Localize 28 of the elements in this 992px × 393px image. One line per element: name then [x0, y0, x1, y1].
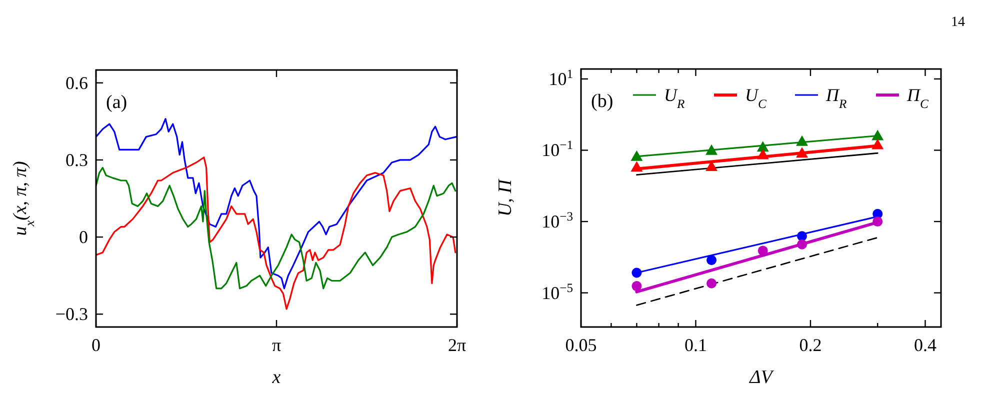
y-axis-title: U, Π — [495, 178, 516, 216]
line-series — [96, 166, 456, 290]
x-tick-label: 2π — [448, 335, 466, 355]
y-tick-label: −0.3 — [55, 304, 88, 324]
text: 14 — [951, 15, 965, 30]
legend-label: Π$_{C}$ — [906, 85, 929, 111]
y-tick-label: 10$^{−5}$ — [542, 280, 573, 303]
y-tick-label: 0 — [79, 227, 88, 248]
y-tick-label: 10$^{1}$ — [548, 66, 573, 89]
x-tick-label: 0.4 — [914, 335, 936, 355]
y-tick-label: 0.3 — [66, 150, 88, 170]
y-tick-label: 10$^{−3}$ — [542, 210, 573, 232]
x-tick-label: 0.2 — [799, 335, 822, 355]
annotation: (b) — [591, 91, 614, 112]
x-axis-title: ΔV — [748, 367, 775, 388]
line-series — [96, 118, 457, 290]
x-tick-label: 0.05 — [565, 335, 597, 355]
x-axis-title: x — [271, 367, 282, 388]
legend-label: U$_{C}$ — [745, 85, 767, 111]
y-tick-label: 10$^{−1}$ — [542, 138, 573, 160]
legend-label: U$_{R}$ — [664, 85, 685, 111]
annotation: (a) — [106, 92, 128, 113]
legend-label: Π$_{R}$ — [825, 85, 847, 111]
x-tick-label: π — [272, 335, 282, 355]
line-series — [96, 156, 456, 310]
y-tick-label: 0.6 — [66, 72, 88, 93]
x-tick-label: 0.1 — [684, 335, 707, 355]
x-tick-label: 0 — [92, 335, 100, 355]
